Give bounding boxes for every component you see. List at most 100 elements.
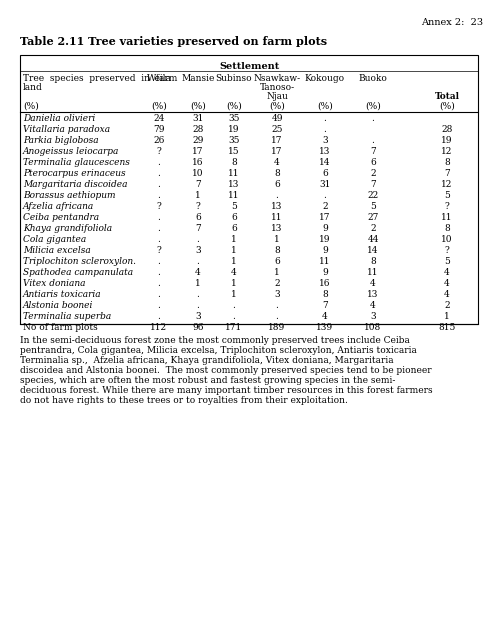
- Text: 8: 8: [444, 158, 450, 167]
- Text: Spathodea campanulata: Spathodea campanulata: [23, 268, 133, 277]
- Text: 3: 3: [195, 312, 201, 321]
- Text: 4: 4: [370, 301, 376, 310]
- Text: .: .: [197, 257, 199, 266]
- Text: .: .: [197, 290, 199, 299]
- Text: 4: 4: [444, 268, 450, 277]
- Text: .: .: [157, 257, 160, 266]
- Text: 6: 6: [195, 213, 201, 222]
- Text: ?: ?: [156, 202, 161, 211]
- Text: 16: 16: [192, 158, 204, 167]
- Text: 14: 14: [367, 246, 379, 255]
- Text: Annex 2:  23: Annex 2: 23: [421, 18, 483, 27]
- Text: Antiaris toxicaria: Antiaris toxicaria: [23, 290, 101, 299]
- Text: 1: 1: [231, 235, 237, 244]
- Text: 8: 8: [322, 290, 328, 299]
- Text: 2: 2: [274, 279, 280, 288]
- Text: 2: 2: [370, 224, 376, 233]
- Text: .: .: [197, 301, 199, 310]
- Text: 6: 6: [274, 257, 280, 266]
- Text: 8: 8: [274, 169, 280, 178]
- Text: Terminalia glaucescens: Terminalia glaucescens: [23, 158, 130, 167]
- Text: 44: 44: [367, 235, 379, 244]
- Text: 1: 1: [231, 246, 237, 255]
- Text: 815: 815: [438, 323, 456, 332]
- Text: 1: 1: [231, 290, 237, 299]
- Text: 4: 4: [370, 279, 376, 288]
- Text: 96: 96: [192, 323, 204, 332]
- Text: 8: 8: [231, 158, 237, 167]
- Text: 7: 7: [195, 224, 201, 233]
- Text: 19: 19: [319, 235, 331, 244]
- Text: .: .: [324, 191, 326, 200]
- Text: 6: 6: [370, 158, 376, 167]
- Text: 5: 5: [444, 257, 450, 266]
- Text: deciduous forest. While there are many important timber resources in this forest: deciduous forest. While there are many i…: [20, 386, 433, 395]
- Text: (%): (%): [190, 102, 206, 111]
- Text: 4: 4: [231, 268, 237, 277]
- Text: 12: 12: [442, 180, 453, 189]
- Text: 11: 11: [228, 169, 240, 178]
- Text: species, which are often the most robust and fastest growing species in the semi: species, which are often the most robust…: [20, 376, 396, 385]
- Text: 17: 17: [271, 147, 283, 156]
- Text: Njau: Njau: [266, 92, 288, 101]
- Text: Terminalia superba: Terminalia superba: [23, 312, 111, 321]
- Text: 4: 4: [444, 279, 450, 288]
- Text: 2: 2: [444, 301, 450, 310]
- Text: ?: ?: [156, 147, 161, 156]
- Text: 8: 8: [370, 257, 376, 266]
- Text: .: .: [157, 301, 160, 310]
- Text: 112: 112: [150, 323, 168, 332]
- Text: 7: 7: [195, 180, 201, 189]
- Text: 10: 10: [441, 235, 453, 244]
- Text: 5: 5: [370, 202, 376, 211]
- Text: ?: ?: [156, 246, 161, 255]
- Text: 3: 3: [322, 136, 328, 145]
- Text: 31: 31: [319, 180, 331, 189]
- Text: 13: 13: [367, 290, 379, 299]
- Text: Milicia excelsa: Milicia excelsa: [23, 246, 91, 255]
- Text: .: .: [157, 224, 160, 233]
- Text: .: .: [157, 235, 160, 244]
- Text: 9: 9: [322, 268, 328, 277]
- Text: Pterocarpus erinaceus: Pterocarpus erinaceus: [23, 169, 126, 178]
- Text: 5: 5: [444, 191, 450, 200]
- Text: 28: 28: [193, 125, 203, 134]
- Text: Kokougo: Kokougo: [305, 74, 345, 83]
- Text: 1: 1: [274, 268, 280, 277]
- Text: 1: 1: [195, 191, 201, 200]
- Text: 3: 3: [274, 290, 280, 299]
- Text: 171: 171: [225, 323, 243, 332]
- Text: .: .: [157, 312, 160, 321]
- Text: .: .: [157, 279, 160, 288]
- Text: .: .: [233, 312, 236, 321]
- Text: Nsawkaw-: Nsawkaw-: [253, 74, 300, 83]
- Text: Terminalia sp.,  Afzelia africana, Khaya grandifoliola, Vitex doniana, Margarita: Terminalia sp., Afzelia africana, Khaya …: [20, 356, 394, 365]
- Text: 26: 26: [153, 136, 165, 145]
- Text: Afzelia africana: Afzelia africana: [23, 202, 94, 211]
- Text: .: .: [372, 136, 374, 145]
- Text: Buoko: Buoko: [358, 74, 388, 83]
- Text: do not have rights to these trees or to royalties from their exploitation.: do not have rights to these trees or to …: [20, 396, 348, 405]
- Text: 108: 108: [364, 323, 382, 332]
- Text: 4: 4: [322, 312, 328, 321]
- Text: 49: 49: [271, 114, 283, 123]
- Text: 6: 6: [322, 169, 328, 178]
- Text: 5: 5: [231, 202, 237, 211]
- Text: (%): (%): [365, 102, 381, 111]
- Text: 3: 3: [195, 246, 201, 255]
- Text: .: .: [157, 191, 160, 200]
- Text: 15: 15: [228, 147, 240, 156]
- Text: 6: 6: [231, 224, 237, 233]
- Text: 2: 2: [370, 169, 376, 178]
- Text: Settlement: Settlement: [219, 62, 279, 71]
- Text: Tanoso-: Tanoso-: [259, 83, 295, 92]
- Text: 19: 19: [228, 125, 240, 134]
- Text: Anogeissus leiocarpa: Anogeissus leiocarpa: [23, 147, 119, 156]
- Text: 11: 11: [319, 257, 331, 266]
- Text: .: .: [157, 268, 160, 277]
- Text: 31: 31: [193, 114, 203, 123]
- Text: .: .: [157, 169, 160, 178]
- Text: 7: 7: [370, 180, 376, 189]
- Text: .: .: [157, 213, 160, 222]
- Text: 13: 13: [271, 202, 283, 211]
